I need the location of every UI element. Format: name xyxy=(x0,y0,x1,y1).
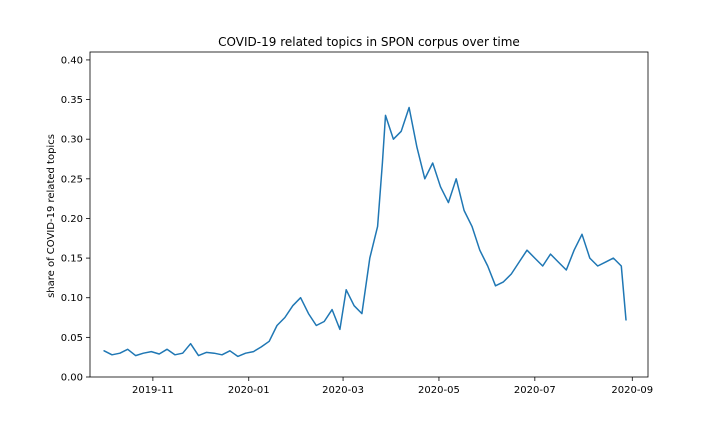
series-line xyxy=(103,106,627,358)
x-tick-label: 2020-05 xyxy=(418,385,460,396)
x-tick-label: 2020-03 xyxy=(322,385,364,396)
y-tick-label: 0.40 xyxy=(61,55,83,66)
y-tick-label: 0.20 xyxy=(61,214,83,225)
plot-frame xyxy=(89,51,649,378)
plot-area: 0.00 0.05 0.10 0.15 0.20 0.25 0.30 0.35 0.40 2019… xyxy=(61,55,653,396)
y-tick-label: 0.35 xyxy=(61,95,83,106)
y-tick-label: 0.15 xyxy=(61,254,83,265)
chart-title: COVID-19 related topics in SPON corpus o… xyxy=(218,35,520,49)
x-tick-label: 2019-11 xyxy=(132,385,174,396)
x-tick-label: 2020-07 xyxy=(514,385,556,396)
y-tick-label: 0.00 xyxy=(61,373,83,384)
x-tick-label: 2020-01 xyxy=(228,385,270,396)
y-tick-label: 0.05 xyxy=(61,333,83,344)
y-tick-label: 0.30 xyxy=(61,135,83,146)
y-tick-label: 0.10 xyxy=(61,293,83,304)
x-tick-label: 2020-09 xyxy=(611,385,653,396)
y-axis-label: share of COVID-19 related topics xyxy=(46,134,57,298)
y-tick-label: 0.25 xyxy=(61,174,83,185)
